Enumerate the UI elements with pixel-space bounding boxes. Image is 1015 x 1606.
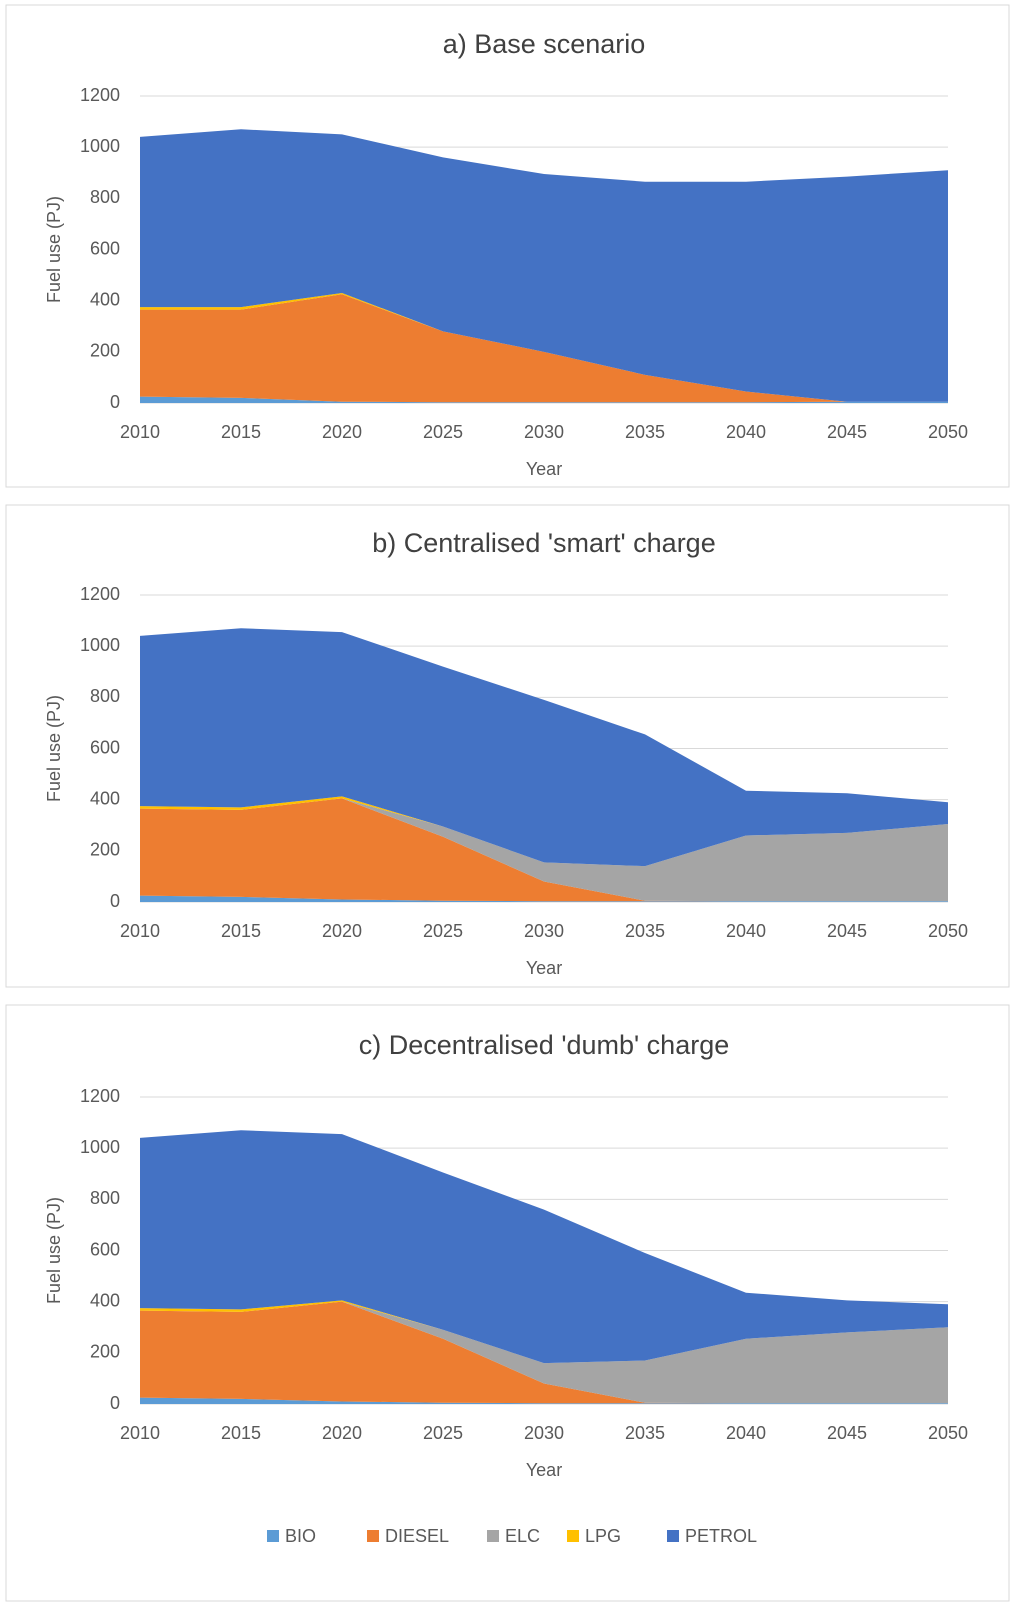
legend-swatch (367, 1530, 379, 1542)
frame (5, 4, 1010, 488)
legend-swatch (667, 1530, 679, 1542)
legend-label: PETROL (685, 1526, 757, 1546)
y-tick-label: 200 (90, 1342, 120, 1362)
y-tick-label: 0 (110, 392, 120, 412)
x-tick-label: 2045 (827, 422, 867, 442)
area (140, 396, 948, 403)
y-tick-label: 400 (90, 788, 120, 808)
y-tick-label: 1200 (80, 584, 120, 604)
y-tick-label: 600 (90, 1239, 120, 1259)
area (140, 1301, 948, 1404)
legend-label: LPG (585, 1526, 621, 1546)
x-tick-label: 2050 (928, 1423, 968, 1443)
area (140, 1130, 948, 1364)
y-tick-label: 0 (110, 1393, 120, 1413)
y-tick-label: 800 (90, 187, 120, 207)
x-axis-title: Year (526, 958, 562, 978)
area (140, 798, 948, 902)
area (140, 895, 948, 902)
y-tick-label: 600 (90, 737, 120, 757)
x-tick-label: 2015 (221, 422, 261, 442)
y-tick-label: 400 (90, 289, 120, 309)
frame (5, 504, 1010, 988)
chart-title: c) Decentralised 'dumb' charge (359, 1030, 730, 1060)
x-tick-label: 2020 (322, 1423, 362, 1443)
legend-swatch (267, 1530, 279, 1542)
y-tick-label: 1000 (80, 136, 120, 156)
y-axis-title: Fuel use (PJ) (44, 695, 64, 802)
y-tick-label: 1200 (80, 1086, 120, 1106)
y-tick-label: 1200 (80, 85, 120, 105)
x-tick-label: 2035 (625, 921, 665, 941)
x-tick-label: 2025 (423, 1423, 463, 1443)
frame (5, 1004, 1010, 1602)
x-tick-label: 2010 (120, 1423, 160, 1443)
area (140, 1397, 948, 1404)
x-tick-label: 2015 (221, 921, 261, 941)
x-tick-label: 2040 (726, 1423, 766, 1443)
x-tick-label: 2030 (524, 422, 564, 442)
x-tick-label: 2025 (423, 422, 463, 442)
y-tick-label: 400 (90, 1290, 120, 1310)
legend-label: ELC (505, 1526, 540, 1546)
x-tick-label: 2040 (726, 921, 766, 941)
x-tick-label: 2030 (524, 921, 564, 941)
y-tick-label: 200 (90, 840, 120, 860)
area (140, 1301, 948, 1404)
legend-label: BIO (285, 1526, 316, 1546)
x-tick-label: 2050 (928, 921, 968, 941)
legend-label: DIESEL (385, 1526, 449, 1546)
x-axis-title: Year (526, 1460, 562, 1480)
y-axis-title: Fuel use (PJ) (44, 196, 64, 303)
y-tick-label: 200 (90, 341, 120, 361)
y-axis-title: Fuel use (PJ) (44, 1197, 64, 1304)
area (140, 294, 948, 403)
x-tick-label: 2020 (322, 921, 362, 941)
area (140, 129, 948, 402)
legend-swatch (487, 1530, 499, 1542)
x-tick-label: 2025 (423, 921, 463, 941)
y-tick-label: 1000 (80, 1137, 120, 1157)
x-tick-label: 2030 (524, 1423, 564, 1443)
y-tick-label: 0 (110, 891, 120, 911)
y-tick-label: 800 (90, 686, 120, 706)
area (140, 798, 948, 902)
x-tick-label: 2035 (625, 1423, 665, 1443)
x-tick-label: 2045 (827, 1423, 867, 1443)
x-tick-label: 2020 (322, 422, 362, 442)
legend-swatch (567, 1530, 579, 1542)
chart-title: a) Base scenario (443, 29, 646, 59)
area (140, 628, 948, 867)
x-tick-label: 2010 (120, 921, 160, 941)
chart-title: b) Centralised 'smart' charge (372, 528, 715, 558)
y-tick-label: 600 (90, 238, 120, 258)
x-tick-label: 2040 (726, 422, 766, 442)
x-tick-label: 2015 (221, 1423, 261, 1443)
x-tick-label: 2050 (928, 422, 968, 442)
x-tick-label: 2035 (625, 422, 665, 442)
x-axis-title: Year (526, 459, 562, 479)
x-tick-label: 2045 (827, 921, 867, 941)
x-tick-label: 2010 (120, 422, 160, 442)
y-tick-label: 800 (90, 1188, 120, 1208)
y-tick-label: 1000 (80, 635, 120, 655)
